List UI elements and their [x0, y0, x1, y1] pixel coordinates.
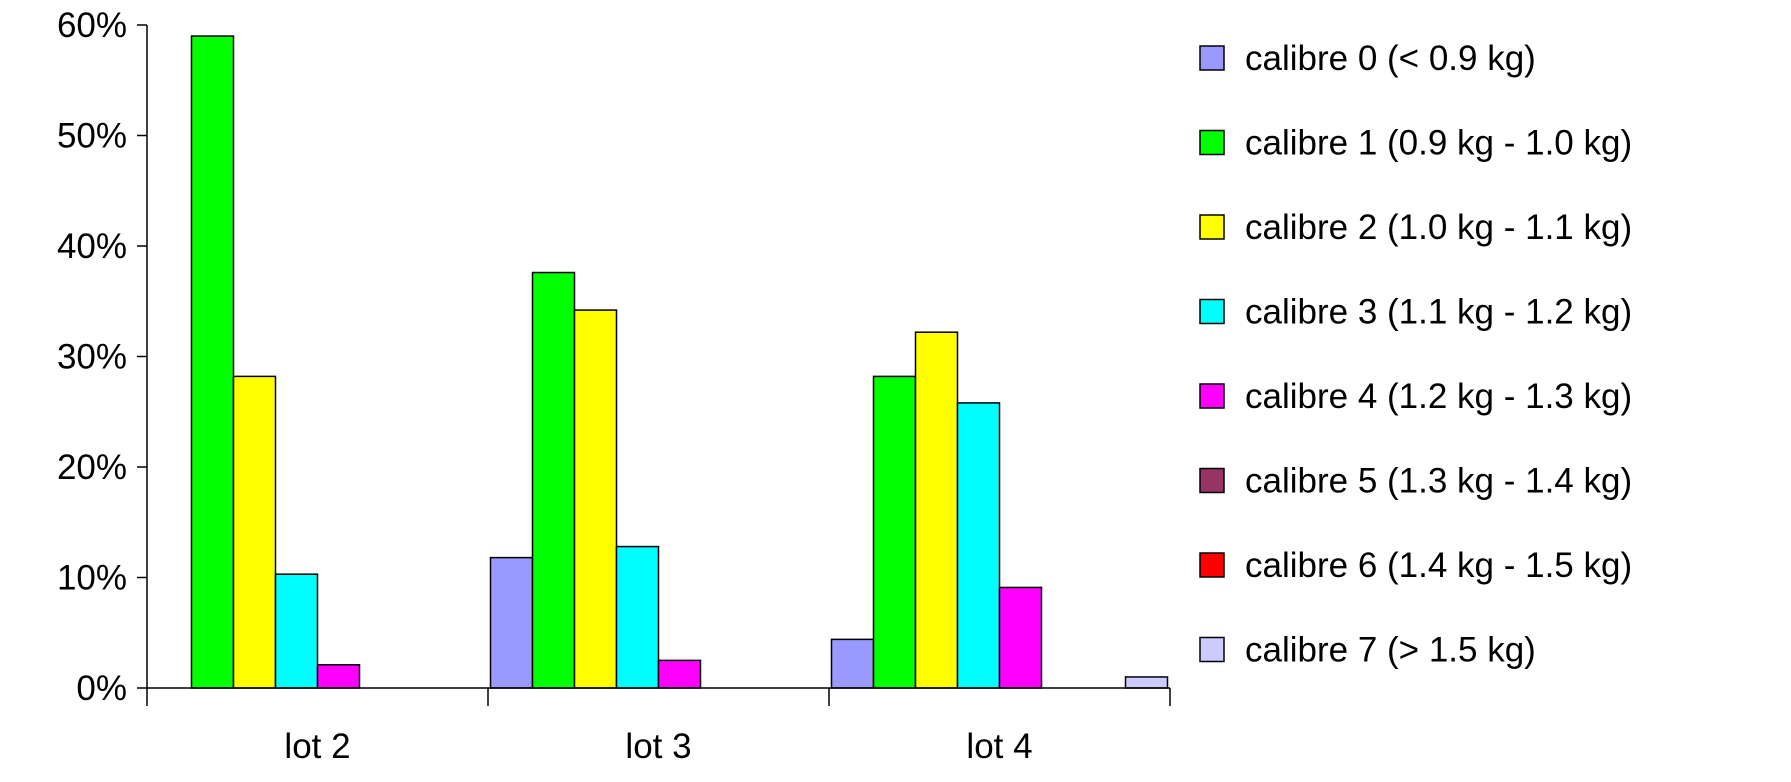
legend-swatch [1199, 214, 1225, 240]
legend-swatch [1199, 383, 1225, 409]
bar [872, 375, 917, 689]
bar [316, 664, 361, 689]
y-tick-label: 30% [57, 338, 127, 377]
y-tick-label: 60% [57, 6, 127, 45]
legend-label: calibre 7 (> 1.5 kg) [1245, 631, 1536, 670]
x-category-label: lot 4 [966, 727, 1032, 766]
legend-label: calibre 2 (1.0 kg - 1.1 kg) [1245, 208, 1632, 247]
bar [573, 309, 618, 689]
legend-swatch [1199, 298, 1225, 325]
bars-group [190, 35, 1169, 689]
bar [956, 402, 1001, 689]
legend-swatch [1199, 467, 1225, 494]
bar [830, 638, 875, 689]
y-tick-label: 10% [57, 559, 127, 598]
y-tick-label: 50% [57, 117, 127, 156]
legend-swatch [1199, 552, 1225, 578]
bar [190, 35, 235, 689]
legend-label: calibre 0 (< 0.9 kg) [1245, 39, 1536, 78]
bar [615, 545, 660, 689]
x-category-label: lot 3 [625, 727, 691, 766]
y-tick-label: 0% [76, 669, 127, 708]
y-tick-label: 20% [57, 448, 127, 487]
bar [1124, 676, 1169, 689]
legend-label: calibre 6 (1.4 kg - 1.5 kg) [1245, 546, 1632, 585]
axes-group: 0% 10% 20% 30% 40% 50% 60% lot 2 lot 3 lot 4 [57, 6, 1171, 766]
bar [274, 573, 319, 689]
legend-label: calibre 3 (1.1 kg - 1.2 kg) [1245, 293, 1632, 332]
bar [531, 271, 576, 689]
legend-label: calibre 4 (1.2 kg - 1.3 kg) [1245, 377, 1632, 416]
y-tick-label: 40% [57, 227, 127, 266]
bar [998, 586, 1043, 689]
legend-swatch [1199, 636, 1225, 663]
legend-label: calibre 5 (1.3 kg - 1.4 kg) [1245, 462, 1632, 501]
bar [657, 659, 702, 689]
bar [232, 375, 277, 689]
bar [914, 331, 959, 689]
legend-label: calibre 1 (0.9 kg - 1.0 kg) [1245, 124, 1632, 163]
x-category-label: lot 2 [284, 727, 350, 766]
bar [489, 556, 534, 689]
legend-swatch [1199, 129, 1225, 156]
legend-swatch [1199, 45, 1225, 71]
legend: calibre 0 (< 0.9 kg) calibre 1 (0.9 kg - … [1199, 39, 1632, 670]
